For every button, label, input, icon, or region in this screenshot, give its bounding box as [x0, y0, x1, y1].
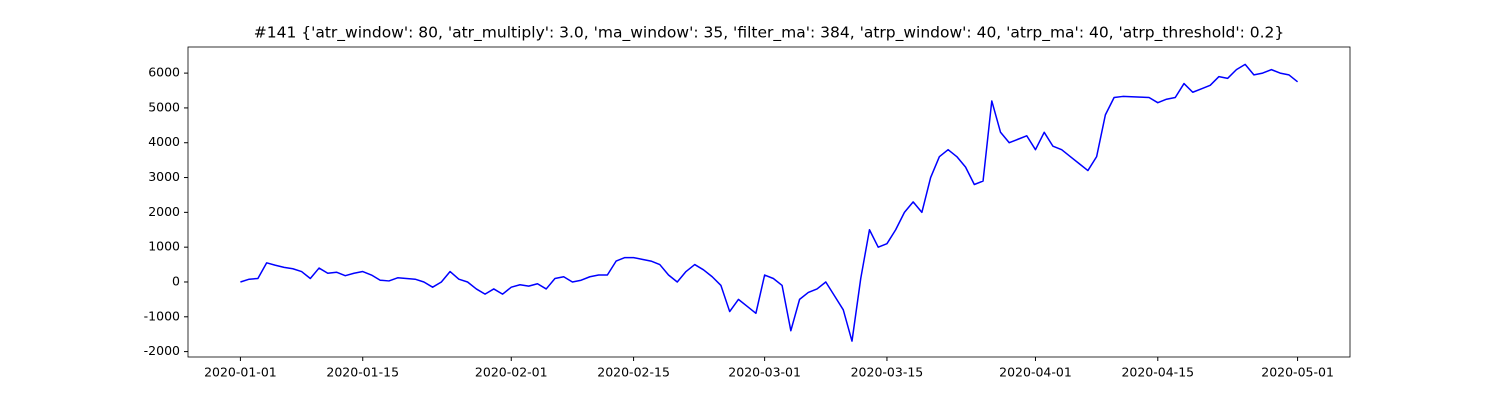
y-tick-label: 1000	[148, 239, 180, 254]
x-tick-label: 2020-02-01	[475, 365, 548, 380]
x-tick-label: 2020-05-01	[1261, 365, 1334, 380]
x-tick-label: 2020-04-01	[999, 365, 1072, 380]
plot-frame	[187, 46, 1351, 358]
chart-title: #141 {'atr_window': 80, 'atr_multiply': …	[254, 24, 1285, 43]
y-tick-label: 3000	[148, 169, 180, 184]
x-tick-label: 2020-03-15	[851, 365, 924, 380]
y-tick-label: 2000	[148, 204, 180, 219]
y-tick-label: 4000	[148, 134, 180, 149]
y-tick-label: 5000	[148, 99, 180, 114]
line	[240, 63, 1299, 342]
y-tick-label: 0	[172, 273, 180, 288]
y-tick-label: -2000	[144, 343, 180, 358]
x-tick-label: 2020-01-15	[326, 365, 399, 380]
x-tick-label: 2020-03-01	[728, 365, 801, 380]
y-tick-label: -1000	[144, 308, 180, 323]
y-tick-label: 6000	[148, 65, 180, 80]
x-tick-label: 2020-02-15	[597, 365, 670, 380]
x-tick-label: 2020-04-15	[1121, 365, 1194, 380]
x-tick-label: 2020-01-01	[204, 365, 277, 380]
